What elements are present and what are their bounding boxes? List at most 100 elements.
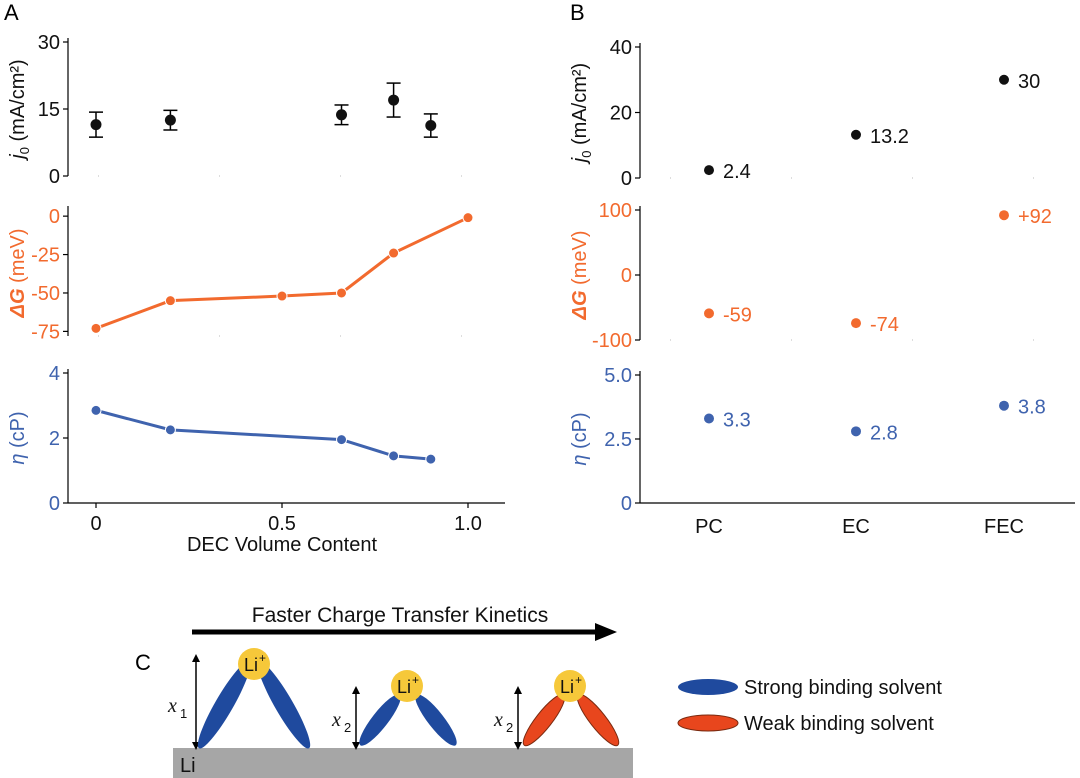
x-axis-title: DEC Volume Content bbox=[187, 534, 378, 556]
legend-strong-swatch bbox=[678, 679, 738, 695]
strong-solvent-right-1 bbox=[257, 661, 311, 749]
data-point bbox=[388, 247, 400, 259]
y-axis-title: η (cP) bbox=[7, 411, 29, 464]
data-point bbox=[90, 119, 102, 131]
data-label: 2.4 bbox=[723, 161, 751, 183]
height-sub-2: 2 bbox=[344, 720, 351, 735]
data-label: 13.2 bbox=[870, 126, 909, 148]
li-ion-1 bbox=[238, 648, 270, 680]
data-point bbox=[164, 114, 176, 126]
height-var-2: x bbox=[331, 709, 341, 731]
height-arrow-top-1 bbox=[192, 654, 200, 662]
chart-a-viscosity: 0 2 4 η (cP) 0 0.5 1.0 DEC Volume Content bbox=[7, 363, 505, 556]
data-point bbox=[90, 404, 102, 416]
height-sub-1: 1 bbox=[180, 706, 187, 721]
chart-a-current-density: 0 15 30 j0 (mA/cm²) bbox=[7, 32, 468, 188]
data-point bbox=[999, 400, 1009, 411]
height-arrow-bottom-3 bbox=[514, 742, 522, 750]
data-point bbox=[704, 308, 714, 319]
data-label: 3.8 bbox=[1018, 397, 1046, 419]
panel-a-letter: A bbox=[4, 0, 19, 25]
y-tick-label: 0 bbox=[621, 168, 632, 190]
data-point bbox=[851, 318, 861, 329]
data-point bbox=[276, 290, 288, 302]
y-tick-label: 20 bbox=[610, 103, 632, 125]
height-var-1: x bbox=[167, 695, 177, 717]
x-category-label: EC bbox=[842, 516, 870, 538]
substrate-label: Li bbox=[180, 755, 196, 777]
y-tick-label: 2 bbox=[49, 428, 60, 450]
height-arrow-top-2 bbox=[352, 686, 360, 694]
li-ion-charge-3: + bbox=[575, 673, 582, 687]
y-axis-title: η (cP) bbox=[569, 412, 591, 465]
data-point bbox=[388, 94, 400, 106]
panel-c-letter: C bbox=[135, 650, 151, 675]
data-point bbox=[425, 453, 437, 465]
chart-b-current-density: 0 20 40 j0 (mA/cm²) 2.4 13.2 30 bbox=[569, 37, 1050, 190]
strong-solvent-left-2 bbox=[359, 694, 401, 746]
data-point bbox=[704, 165, 714, 176]
li-ion-charge-1: + bbox=[259, 651, 266, 665]
y-tick-label: -25 bbox=[31, 245, 60, 267]
y-tick-label: 0 bbox=[49, 493, 60, 515]
y-axis-title: j0 (mA/cm²) bbox=[7, 59, 32, 161]
arrow-label: Faster Charge Transfer Kinetics bbox=[252, 604, 548, 627]
chart-b-viscosity: 5.0 2.5 0 η (cP) PC EC FEC 3.3 2.8 3.8 bbox=[569, 365, 1075, 538]
y-tick-label: -50 bbox=[31, 283, 60, 305]
y-axis-title: ΔG (meV) bbox=[569, 231, 591, 321]
li-ion-3 bbox=[554, 670, 586, 702]
series-line bbox=[95, 408, 431, 461]
data-point bbox=[164, 424, 176, 436]
li-ion-label-2: Li bbox=[397, 677, 411, 697]
data-label: -74 bbox=[870, 314, 899, 336]
y-tick-label: 0 bbox=[621, 265, 632, 287]
y-tick-label: 100 bbox=[599, 200, 632, 222]
schematic-panel-c: Faster Charge Transfer Kinetics Li x 1 L… bbox=[167, 604, 942, 778]
y-tick-label: 4 bbox=[49, 363, 60, 385]
data-point bbox=[336, 109, 348, 121]
height-var-3: x bbox=[493, 709, 503, 731]
height-sub-3: 2 bbox=[506, 720, 513, 735]
y-tick-label: 30 bbox=[38, 32, 60, 54]
data-point bbox=[704, 413, 714, 424]
x-tick-label: 0 bbox=[90, 513, 101, 535]
x-category-label: PC bbox=[695, 516, 723, 538]
panel-b-letter: B bbox=[570, 0, 585, 25]
li-ion-label-3: Li bbox=[560, 677, 574, 697]
data-point bbox=[462, 212, 474, 224]
y-tick-label: 0 bbox=[49, 166, 60, 188]
y-tick-label: 15 bbox=[38, 99, 60, 121]
data-label: +92 bbox=[1018, 206, 1052, 228]
data-point bbox=[336, 434, 348, 446]
data-label: 2.8 bbox=[870, 422, 898, 444]
strong-solvent-right-2 bbox=[415, 694, 457, 746]
kinetics-arrow-head bbox=[595, 623, 617, 641]
data-point bbox=[999, 210, 1009, 221]
x-tick-label: 0.5 bbox=[268, 513, 296, 535]
y-axis-title: j0 (mA/cm²) bbox=[569, 63, 594, 165]
li-ion-2 bbox=[391, 670, 423, 702]
data-point bbox=[164, 295, 176, 307]
legend-weak-label: Weak binding solvent bbox=[744, 713, 934, 735]
data-label: 3.3 bbox=[723, 410, 751, 432]
data-point bbox=[851, 129, 861, 140]
y-tick-label: 0 bbox=[49, 206, 60, 228]
height-arrow-top-3 bbox=[514, 686, 522, 694]
data-label: -59 bbox=[723, 304, 752, 326]
height-arrow-bottom-2 bbox=[352, 742, 360, 750]
strong-solvent-left-1 bbox=[197, 661, 251, 749]
legend-weak-swatch bbox=[677, 714, 739, 732]
weak-solvent-right-3 bbox=[576, 693, 620, 747]
solvation-config-3: x 2 Li + bbox=[493, 670, 620, 750]
data-point bbox=[999, 74, 1009, 85]
data-point bbox=[336, 287, 348, 299]
y-tick-label: 2.5 bbox=[604, 429, 632, 451]
y-tick-label: -100 bbox=[592, 330, 632, 352]
data-point bbox=[388, 450, 400, 462]
data-point bbox=[425, 120, 437, 132]
data-point bbox=[851, 426, 861, 437]
y-tick-label: -75 bbox=[31, 321, 60, 343]
